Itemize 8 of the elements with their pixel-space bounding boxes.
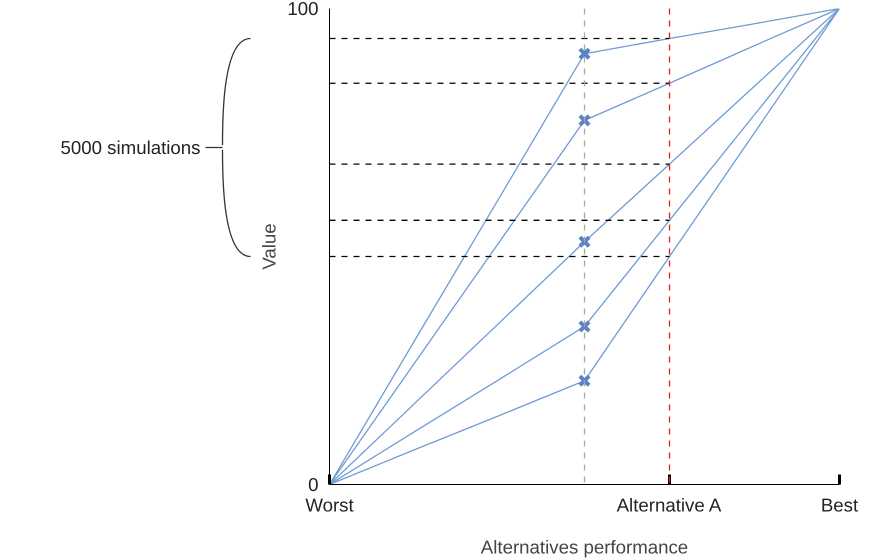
y-tick-label: 0 bbox=[308, 474, 319, 495]
x-tick-label: Alternative A bbox=[616, 494, 722, 516]
text: 5000 simulations bbox=[60, 136, 201, 158]
x-tick-label: Best bbox=[820, 494, 859, 516]
y-tick-label: 100 bbox=[287, 0, 319, 19]
y-axis-title: Value bbox=[258, 223, 280, 270]
x-axis-title: Alternatives performance bbox=[480, 536, 688, 558]
x-tick-label: Worst bbox=[305, 494, 354, 516]
